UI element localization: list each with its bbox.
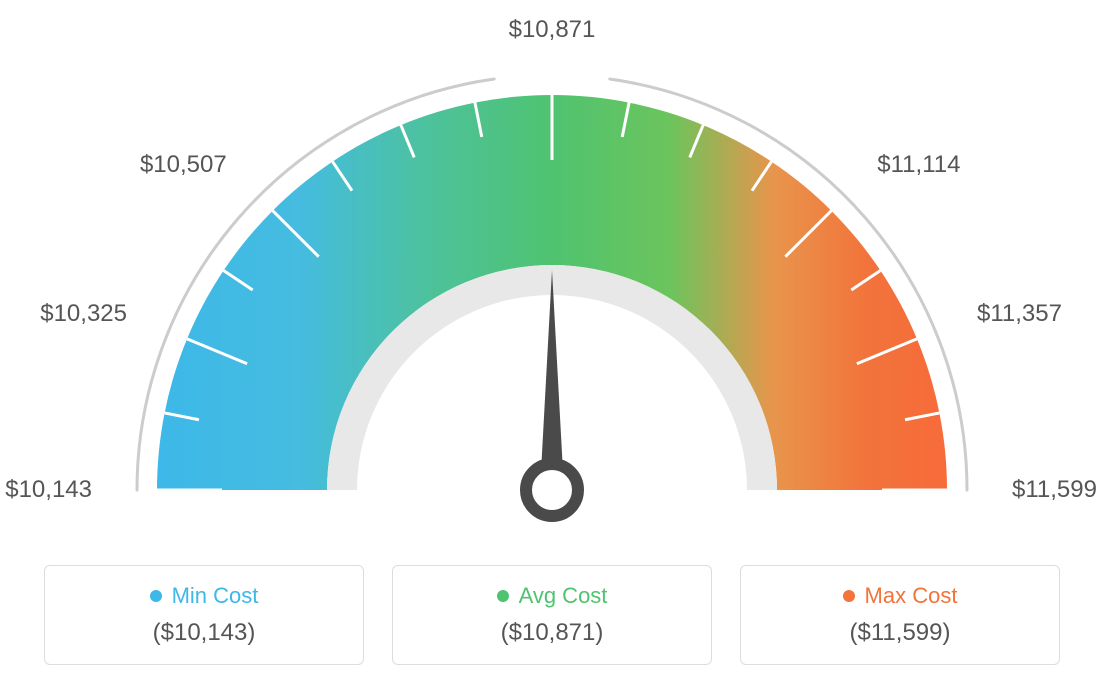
gauge-tick-label: $10,143 bbox=[0, 476, 92, 504]
legend-min-title: Min Cost bbox=[150, 583, 259, 609]
legend-max-value: ($11,599) bbox=[850, 619, 951, 647]
legend-max-label: Max Cost bbox=[865, 583, 958, 609]
legend-min-label: Min Cost bbox=[172, 583, 259, 609]
legend-avg-label: Avg Cost bbox=[519, 583, 608, 609]
gauge-tick-label: $11,114 bbox=[877, 151, 960, 179]
legend-row: Min Cost ($10,143) Avg Cost ($10,871) Ma… bbox=[0, 565, 1104, 665]
legend-min-card: Min Cost ($10,143) bbox=[44, 565, 364, 665]
gauge-tick-label: $10,507 bbox=[132, 151, 227, 179]
dot-icon bbox=[843, 590, 855, 602]
legend-avg-title: Avg Cost bbox=[497, 583, 608, 609]
legend-avg-value: ($10,871) bbox=[501, 619, 604, 647]
gauge-tick-label: $11,357 bbox=[977, 300, 1062, 328]
gauge-svg bbox=[102, 30, 1002, 530]
legend-max-card: Max Cost ($11,599) bbox=[740, 565, 1060, 665]
legend-min-value: ($10,143) bbox=[153, 619, 256, 647]
legend-max-title: Max Cost bbox=[843, 583, 958, 609]
dot-icon bbox=[150, 590, 162, 602]
chart-container: $10,143 $10,325 $10,507 $10,871 $11,114 $11,3… bbox=[0, 0, 1104, 690]
gauge-tick-label: $11,599 bbox=[1012, 476, 1097, 504]
legend-avg-card: Avg Cost ($10,871) bbox=[392, 565, 712, 665]
dot-icon bbox=[497, 590, 509, 602]
gauge-area: $10,143 $10,325 $10,507 $10,871 $11,114 $11,3… bbox=[0, 0, 1104, 530]
gauge-tick-label: $10,871 bbox=[502, 16, 602, 44]
gauge-tick-label: $10,325 bbox=[32, 300, 127, 328]
